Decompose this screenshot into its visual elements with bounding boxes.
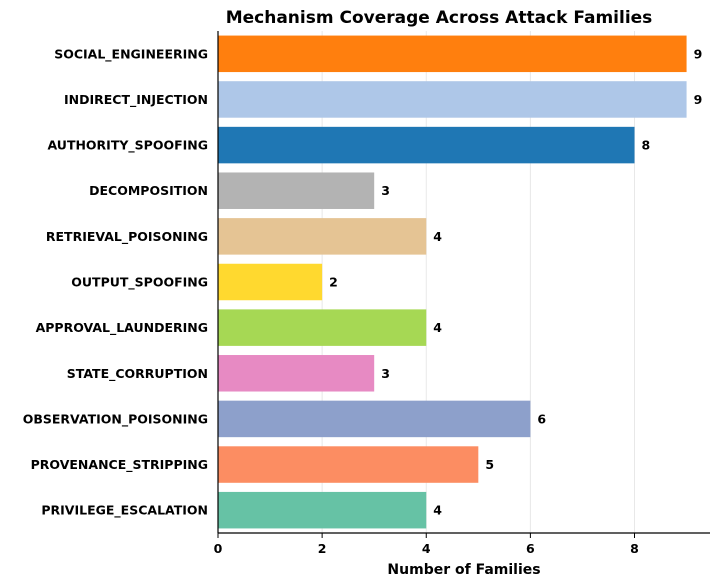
value-label: 3 [381,366,390,381]
x-tick-label: 0 [214,541,223,556]
bar-output-spoofing [218,263,323,301]
value-label: 2 [329,275,338,290]
category-label: PRIVILEGE_ESCALATION [41,503,208,519]
x-axis-ticks: 0 2 4 6 8 [214,533,639,556]
value-label: 3 [381,183,390,198]
bar-provenance-stripping [218,446,479,483]
category-label: INDIRECT_INJECTION [64,92,208,108]
chart-title: Mechanism Coverage Across Attack Familie… [226,8,653,28]
bar-observation-poisoning [218,400,531,438]
bar-social-engineering [218,35,687,73]
bars-group [218,35,687,529]
value-label: 4 [433,320,442,335]
value-label: 9 [694,46,703,61]
bar-decomposition [218,172,375,209]
category-label: PROVENANCE_STRIPPING [31,457,208,473]
value-label: 4 [433,503,442,518]
value-labels: 9 9 8 3 4 2 4 3 6 5 4 [329,46,702,517]
bar-approval-laundering [218,309,427,346]
x-axis-label: Number of Families [387,562,540,578]
category-label: AUTHORITY_SPOOFING [48,138,209,154]
x-tick-label: 4 [422,541,431,556]
bar-indirect-injection [218,81,687,118]
x-tick-label: 2 [318,541,327,556]
value-label: 4 [433,229,442,244]
category-label: OUTPUT_SPOOFING [71,275,208,291]
category-label: SOCIAL_ENGINEERING [54,46,208,62]
bar-state-corruption [218,355,375,392]
value-label: 5 [485,457,494,472]
category-label: OBSERVATION_POISONING [23,411,208,427]
value-label: 9 [694,92,703,107]
category-label: STATE_CORRUPTION [67,366,208,382]
x-tick-label: 8 [630,541,639,556]
category-label: DECOMPOSITION [89,183,208,198]
category-label: APPROVAL_LAUNDERING [36,320,208,336]
x-tick-label: 6 [526,541,535,556]
value-label: 8 [642,138,651,153]
value-label: 6 [537,411,546,426]
bar-retrieval-poisoning [218,218,427,255]
bar-authority-spoofing [218,126,635,164]
category-labels: SOCIAL_ENGINEERING INDIRECT_INJECTION AUTH… [23,46,208,518]
bar-privilege-escalation [218,491,427,529]
category-label: RETRIEVAL_POISONING [46,229,208,245]
